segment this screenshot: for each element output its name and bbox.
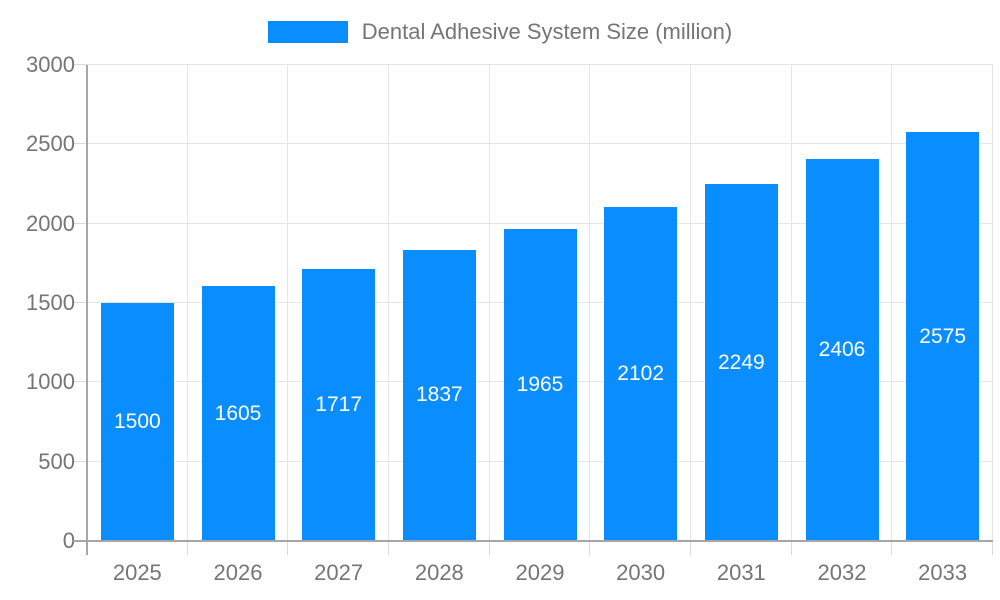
y-tick-label: 3000 [26,52,75,77]
bar-2027[interactable] [302,268,376,540]
bar-2031[interactable] [704,184,778,540]
legend-swatch [267,21,348,43]
x-gridline [589,65,591,541]
bar-value-label: 2575 [919,324,967,348]
x-tick-label: 2032 [817,560,867,585]
bar-value-label: 1965 [516,373,564,397]
x-gridline [790,65,792,541]
y-gridline [87,143,993,145]
y-gridline [87,222,993,224]
x-gridline [488,65,490,541]
x-tick-label: 2027 [314,560,364,585]
bar-2030[interactable] [604,207,678,540]
y-tick-mark [73,143,87,145]
bar-2026[interactable] [201,286,275,540]
y-tick-label: 2000 [26,210,75,236]
x-tick-label: 2028 [414,560,464,585]
x-tick-label: 2033 [918,560,968,585]
y-tick-mark [73,222,87,224]
y-gridline [87,64,993,65]
x-tick-label: 2031 [716,560,766,585]
y-tick-label: 2500 [26,131,75,157]
x-tick-mark [690,541,691,555]
legend-label: Dental Adhesive System Size (million) [361,19,733,44]
y-tick-label: 500 [38,448,75,474]
bar-2029[interactable] [503,229,577,540]
legend: Dental Adhesive System Size (million) [0,20,1000,44]
bar-value-label: 1500 [113,410,161,433]
x-tick-mark [287,541,289,555]
y-axis-line [86,65,88,555]
bar-2028[interactable] [402,249,476,540]
y-tick-label: 0 [62,528,75,553]
bar-value-label: 1717 [315,392,363,416]
bar-2025[interactable] [100,303,174,540]
x-tick-label: 2029 [515,560,565,585]
x-gridline [388,65,389,541]
x-gridline [891,65,893,541]
bar-value-label: 2249 [717,350,765,374]
x-tick-label: 2025 [112,560,162,585]
x-tick-mark [790,541,792,555]
bar-value-label: 1837 [415,383,463,407]
x-gridline [186,65,188,541]
x-tick-mark [488,541,490,555]
x-tick-mark [388,541,389,555]
x-tick-mark [992,541,993,555]
bar-2033[interactable] [906,132,980,540]
bar-value-label: 2102 [617,362,665,386]
x-gridline [287,65,289,541]
y-tick-mark [73,64,87,65]
y-tick-mark [73,302,87,303]
x-tick-label: 2030 [616,560,666,585]
x-axis-line [73,540,993,542]
x-tick-mark [186,541,188,555]
x-tick-mark [891,541,893,555]
x-tick-label: 2026 [213,560,263,585]
bar-value-label: 1605 [214,401,262,425]
x-gridline [690,65,691,541]
y-tick-label: 1000 [26,369,75,395]
y-tick-mark [73,381,87,383]
bar-value-label: 2406 [818,338,866,362]
y-tick-mark [73,460,87,462]
y-tick-label: 1500 [26,290,75,315]
x-gridline [992,65,993,541]
x-tick-mark [589,541,591,555]
bar-2032[interactable] [805,159,879,540]
